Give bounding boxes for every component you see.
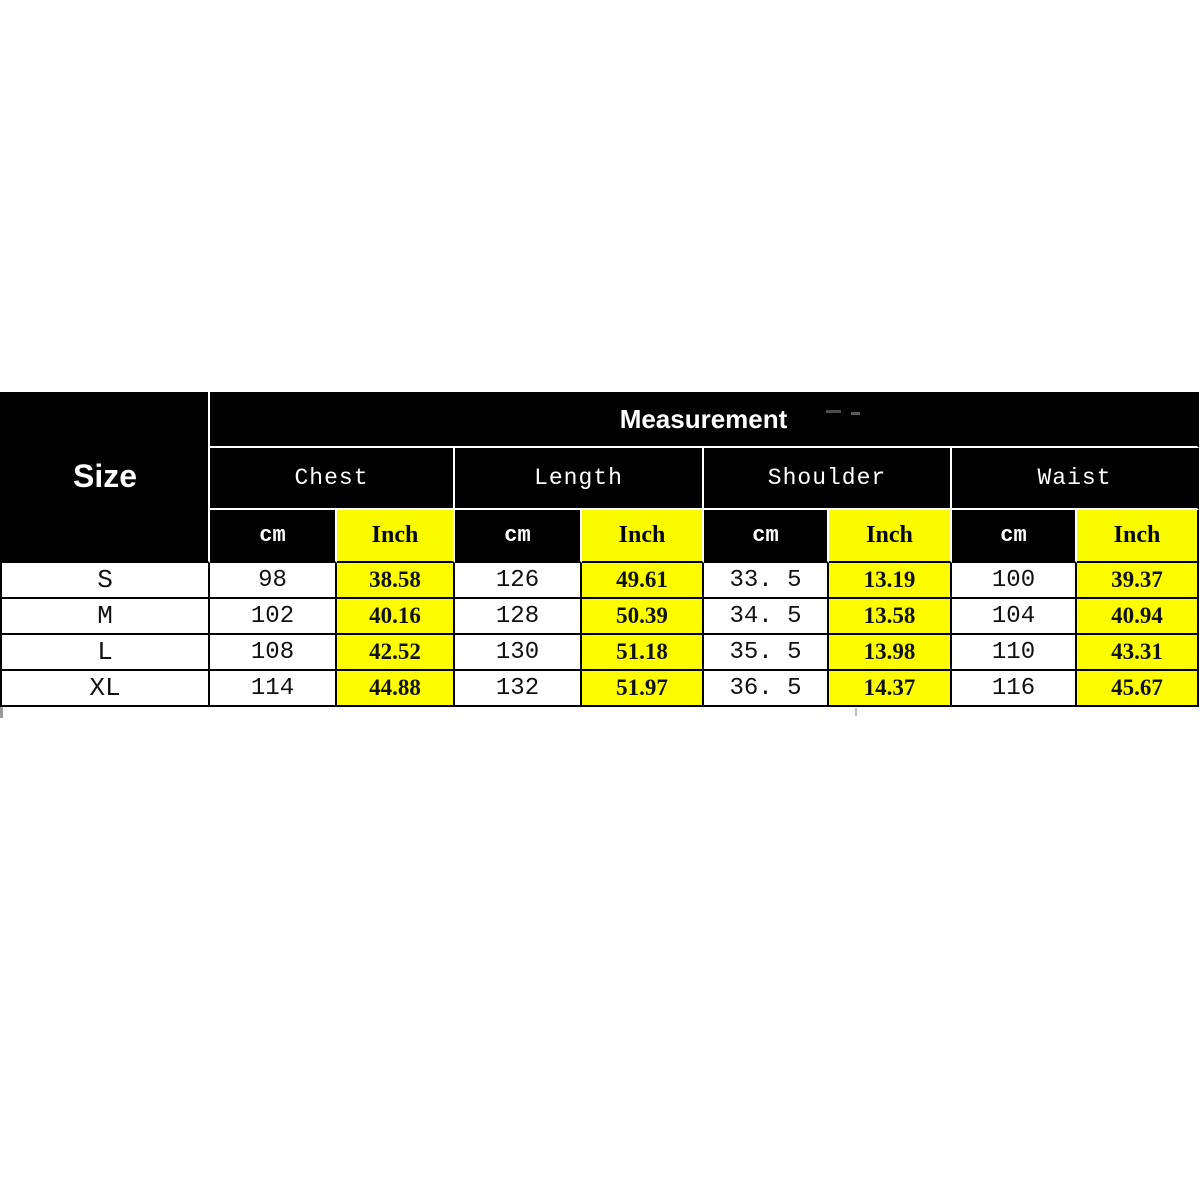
- length-inch-value: 50.39: [582, 599, 704, 635]
- unit-header-shoulder-cm: cm: [704, 510, 829, 563]
- waist-cm-value: 104: [952, 599, 1077, 635]
- length-inch-value: 51.18: [582, 635, 704, 671]
- unit-header-length-inch: Inch: [582, 510, 704, 563]
- unit-header-shoulder-inch: Inch: [829, 510, 952, 563]
- waist-cm-value: 100: [952, 563, 1077, 599]
- size-column-header: Size: [2, 392, 210, 563]
- waist-cm-value: 116: [952, 671, 1077, 707]
- chest-cm-value: 114: [210, 671, 337, 707]
- waist-inch-value: 40.94: [1077, 599, 1199, 635]
- category-header-shoulder: Shoulder: [704, 448, 952, 510]
- unit-header-chest-inch: Inch: [337, 510, 455, 563]
- waist-cm-value: 110: [952, 635, 1077, 671]
- shoulder-cm-value: 34. 5: [704, 599, 829, 635]
- chest-cm-value: 98: [210, 563, 337, 599]
- shoulder-inch-value: 14.37: [829, 671, 952, 707]
- shoulder-inch-value: 13.98: [829, 635, 952, 671]
- waist-inch-value: 43.31: [1077, 635, 1199, 671]
- chest-inch-value: 40.16: [337, 599, 455, 635]
- table-row-s: S 98 38.58 126 49.61 33. 5 13.19 100 39.…: [2, 563, 1199, 599]
- smudge-artifact: [851, 412, 860, 415]
- category-header-waist: Waist: [952, 448, 1199, 510]
- size-value: XL: [2, 671, 210, 707]
- shoulder-cm-value: 36. 5: [704, 671, 829, 707]
- waist-inch-value: 45.67: [1077, 671, 1199, 707]
- length-inch-value: 51.97: [582, 671, 704, 707]
- length-cm-value: 130: [455, 635, 582, 671]
- size-value: M: [2, 599, 210, 635]
- chest-inch-value: 38.58: [337, 563, 455, 599]
- chest-cm-value: 102: [210, 599, 337, 635]
- gridline-remnant-artifact: [0, 707, 3, 718]
- shoulder-inch-value: 13.19: [829, 563, 952, 599]
- unit-header-length-cm: cm: [455, 510, 582, 563]
- size-value: S: [2, 563, 210, 599]
- unit-header-waist-cm: cm: [952, 510, 1077, 563]
- length-cm-value: 128: [455, 599, 582, 635]
- length-cm-value: 132: [455, 671, 582, 707]
- unit-header-waist-inch: Inch: [1077, 510, 1199, 563]
- size-chart-table: Size Measurement Chest Length Shoulder W…: [0, 392, 1199, 707]
- length-cm-value: 126: [455, 563, 582, 599]
- category-header-length: Length: [455, 448, 704, 510]
- gridline-remnant-artifact: [855, 708, 857, 716]
- shoulder-cm-value: 35. 5: [704, 635, 829, 671]
- shoulder-cm-value: 33. 5: [704, 563, 829, 599]
- unit-header-chest-cm: cm: [210, 510, 337, 563]
- category-header-chest: Chest: [210, 448, 455, 510]
- table-row-m: M 102 40.16 128 50.39 34. 5 13.58 104 40…: [2, 599, 1199, 635]
- table-row-l: L 108 42.52 130 51.18 35. 5 13.98 110 43…: [2, 635, 1199, 671]
- smudge-artifact: [826, 410, 841, 413]
- chest-cm-value: 108: [210, 635, 337, 671]
- table-row-xl: XL 114 44.88 132 51.97 36. 5 14.37 116 4…: [2, 671, 1199, 707]
- size-value: L: [2, 635, 210, 671]
- chest-inch-value: 44.88: [337, 671, 455, 707]
- chest-inch-value: 42.52: [337, 635, 455, 671]
- waist-inch-value: 39.37: [1077, 563, 1199, 599]
- length-inch-value: 49.61: [582, 563, 704, 599]
- shoulder-inch-value: 13.58: [829, 599, 952, 635]
- measurement-header: Measurement: [210, 392, 1199, 448]
